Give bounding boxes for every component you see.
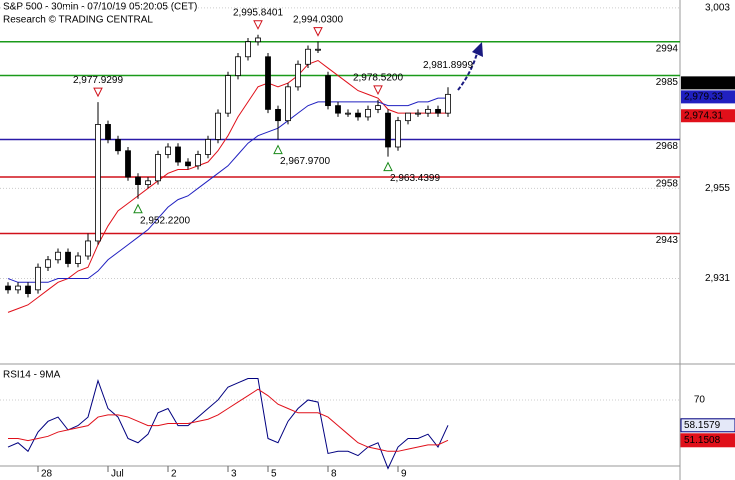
candle-body [415, 112, 421, 115]
price-tag-label: 2,979.63 [684, 78, 723, 89]
candle-body [445, 93, 451, 114]
x-tick-label: 5 [271, 469, 277, 480]
x-tick-label: 2 [171, 469, 177, 480]
chart-subtitle: Research © TRADING CENTRAL [3, 15, 153, 26]
level-label: 2994 [656, 43, 679, 54]
candle-body [195, 154, 201, 167]
annotation-label: 2,967.9700 [280, 156, 330, 167]
rsi-line [7, 378, 449, 470]
candle-body [155, 154, 161, 182]
x-tick-label: 28 [41, 469, 53, 480]
high-marker [93, 87, 103, 98]
price-tag-label: 2,979.33 [684, 92, 723, 103]
forecast-arrow [457, 49, 479, 91]
annotation-label: 2,994.0300 [293, 14, 343, 25]
candle-body [245, 41, 251, 58]
candle-body [165, 146, 171, 155]
x-tick-label: 8 [331, 469, 337, 480]
rsi-line [8, 388, 449, 452]
level-label: 2968 [656, 141, 679, 152]
annotation-label: 2,963.4399 [390, 173, 440, 184]
candle-body [265, 56, 271, 110]
candle-body [125, 150, 131, 178]
y-tick-label: 2,931 [705, 273, 730, 284]
y-tick-label: 2,955 [705, 183, 730, 194]
y-tick-label: 70 [694, 395, 706, 406]
candle-body [95, 124, 101, 242]
moving-average [7, 59, 448, 313]
candle-body [295, 63, 301, 88]
x-tick-label: 3 [231, 469, 237, 480]
price-tag [681, 90, 735, 104]
candle-body [105, 124, 111, 140]
price-tag [681, 76, 735, 90]
y-tick-label: 3,003 [705, 3, 730, 14]
candle-body [325, 75, 331, 107]
candle-body [205, 139, 211, 155]
candle-body [115, 139, 121, 152]
candle-body [15, 285, 21, 291]
candle-body [305, 48, 311, 65]
candle-body [185, 161, 191, 167]
candle-body [355, 112, 361, 118]
level-label: 2958 [656, 179, 679, 190]
candle-body [405, 112, 411, 122]
annotation-label: 2,952.2200 [140, 215, 190, 226]
candle-body [365, 108, 371, 118]
candle-body [65, 251, 71, 264]
low-marker [383, 161, 393, 172]
candle-body [215, 112, 221, 140]
candle-body [235, 56, 241, 76]
candle-body [5, 285, 11, 291]
candle-body [75, 255, 81, 264]
candle-body [45, 259, 51, 268]
candle-body [335, 105, 341, 114]
annotation-label: 2,978.5200 [353, 73, 403, 84]
value-tag-label: 58.1579 [684, 420, 721, 431]
candle-body [315, 48, 321, 51]
candle-body [285, 86, 291, 122]
level-label: 2943 [656, 235, 679, 246]
value-tag-label: 51.1508 [684, 435, 721, 446]
forecast-arrow-head [472, 42, 483, 57]
candle-body [275, 108, 281, 122]
moving-average [7, 97, 448, 283]
value-tag [680, 418, 735, 433]
price-tag-label: 2,974.31 [684, 110, 723, 121]
candle-body [425, 108, 431, 114]
low-marker [133, 203, 143, 214]
candle-body [145, 180, 151, 185]
candle-body [85, 240, 91, 257]
high-marker [313, 27, 323, 37]
annotation-label: 2,981.8999 [423, 60, 473, 71]
candle-body [435, 108, 441, 114]
candle-body [225, 75, 231, 114]
candle-body [385, 112, 391, 148]
candle-body [35, 266, 41, 291]
price-tag [681, 109, 735, 123]
high-marker [253, 20, 263, 30]
candle-body [345, 112, 351, 115]
candle-body [55, 251, 61, 261]
x-tick-label: 9 [401, 469, 407, 480]
rsi-title: RSI14 - 9MA [3, 370, 61, 381]
candle-body [25, 285, 31, 294]
x-tick-label: Jul [111, 469, 124, 480]
candle-body [175, 146, 181, 163]
candle-body [135, 176, 141, 185]
high-marker [373, 85, 383, 96]
low-marker [273, 144, 283, 155]
value-tag [680, 433, 735, 448]
candle-body [255, 37, 261, 43]
candle-body [395, 120, 401, 148]
candle-body [375, 105, 381, 110]
level-label: 2985 [656, 77, 679, 88]
chart-title: S&P 500 - 30min - 07/10/19 05:20:05 (CET… [3, 2, 197, 13]
annotation-label: 2,977.9299 [73, 75, 123, 86]
annotation-label: 2,995.8401 [233, 7, 283, 18]
